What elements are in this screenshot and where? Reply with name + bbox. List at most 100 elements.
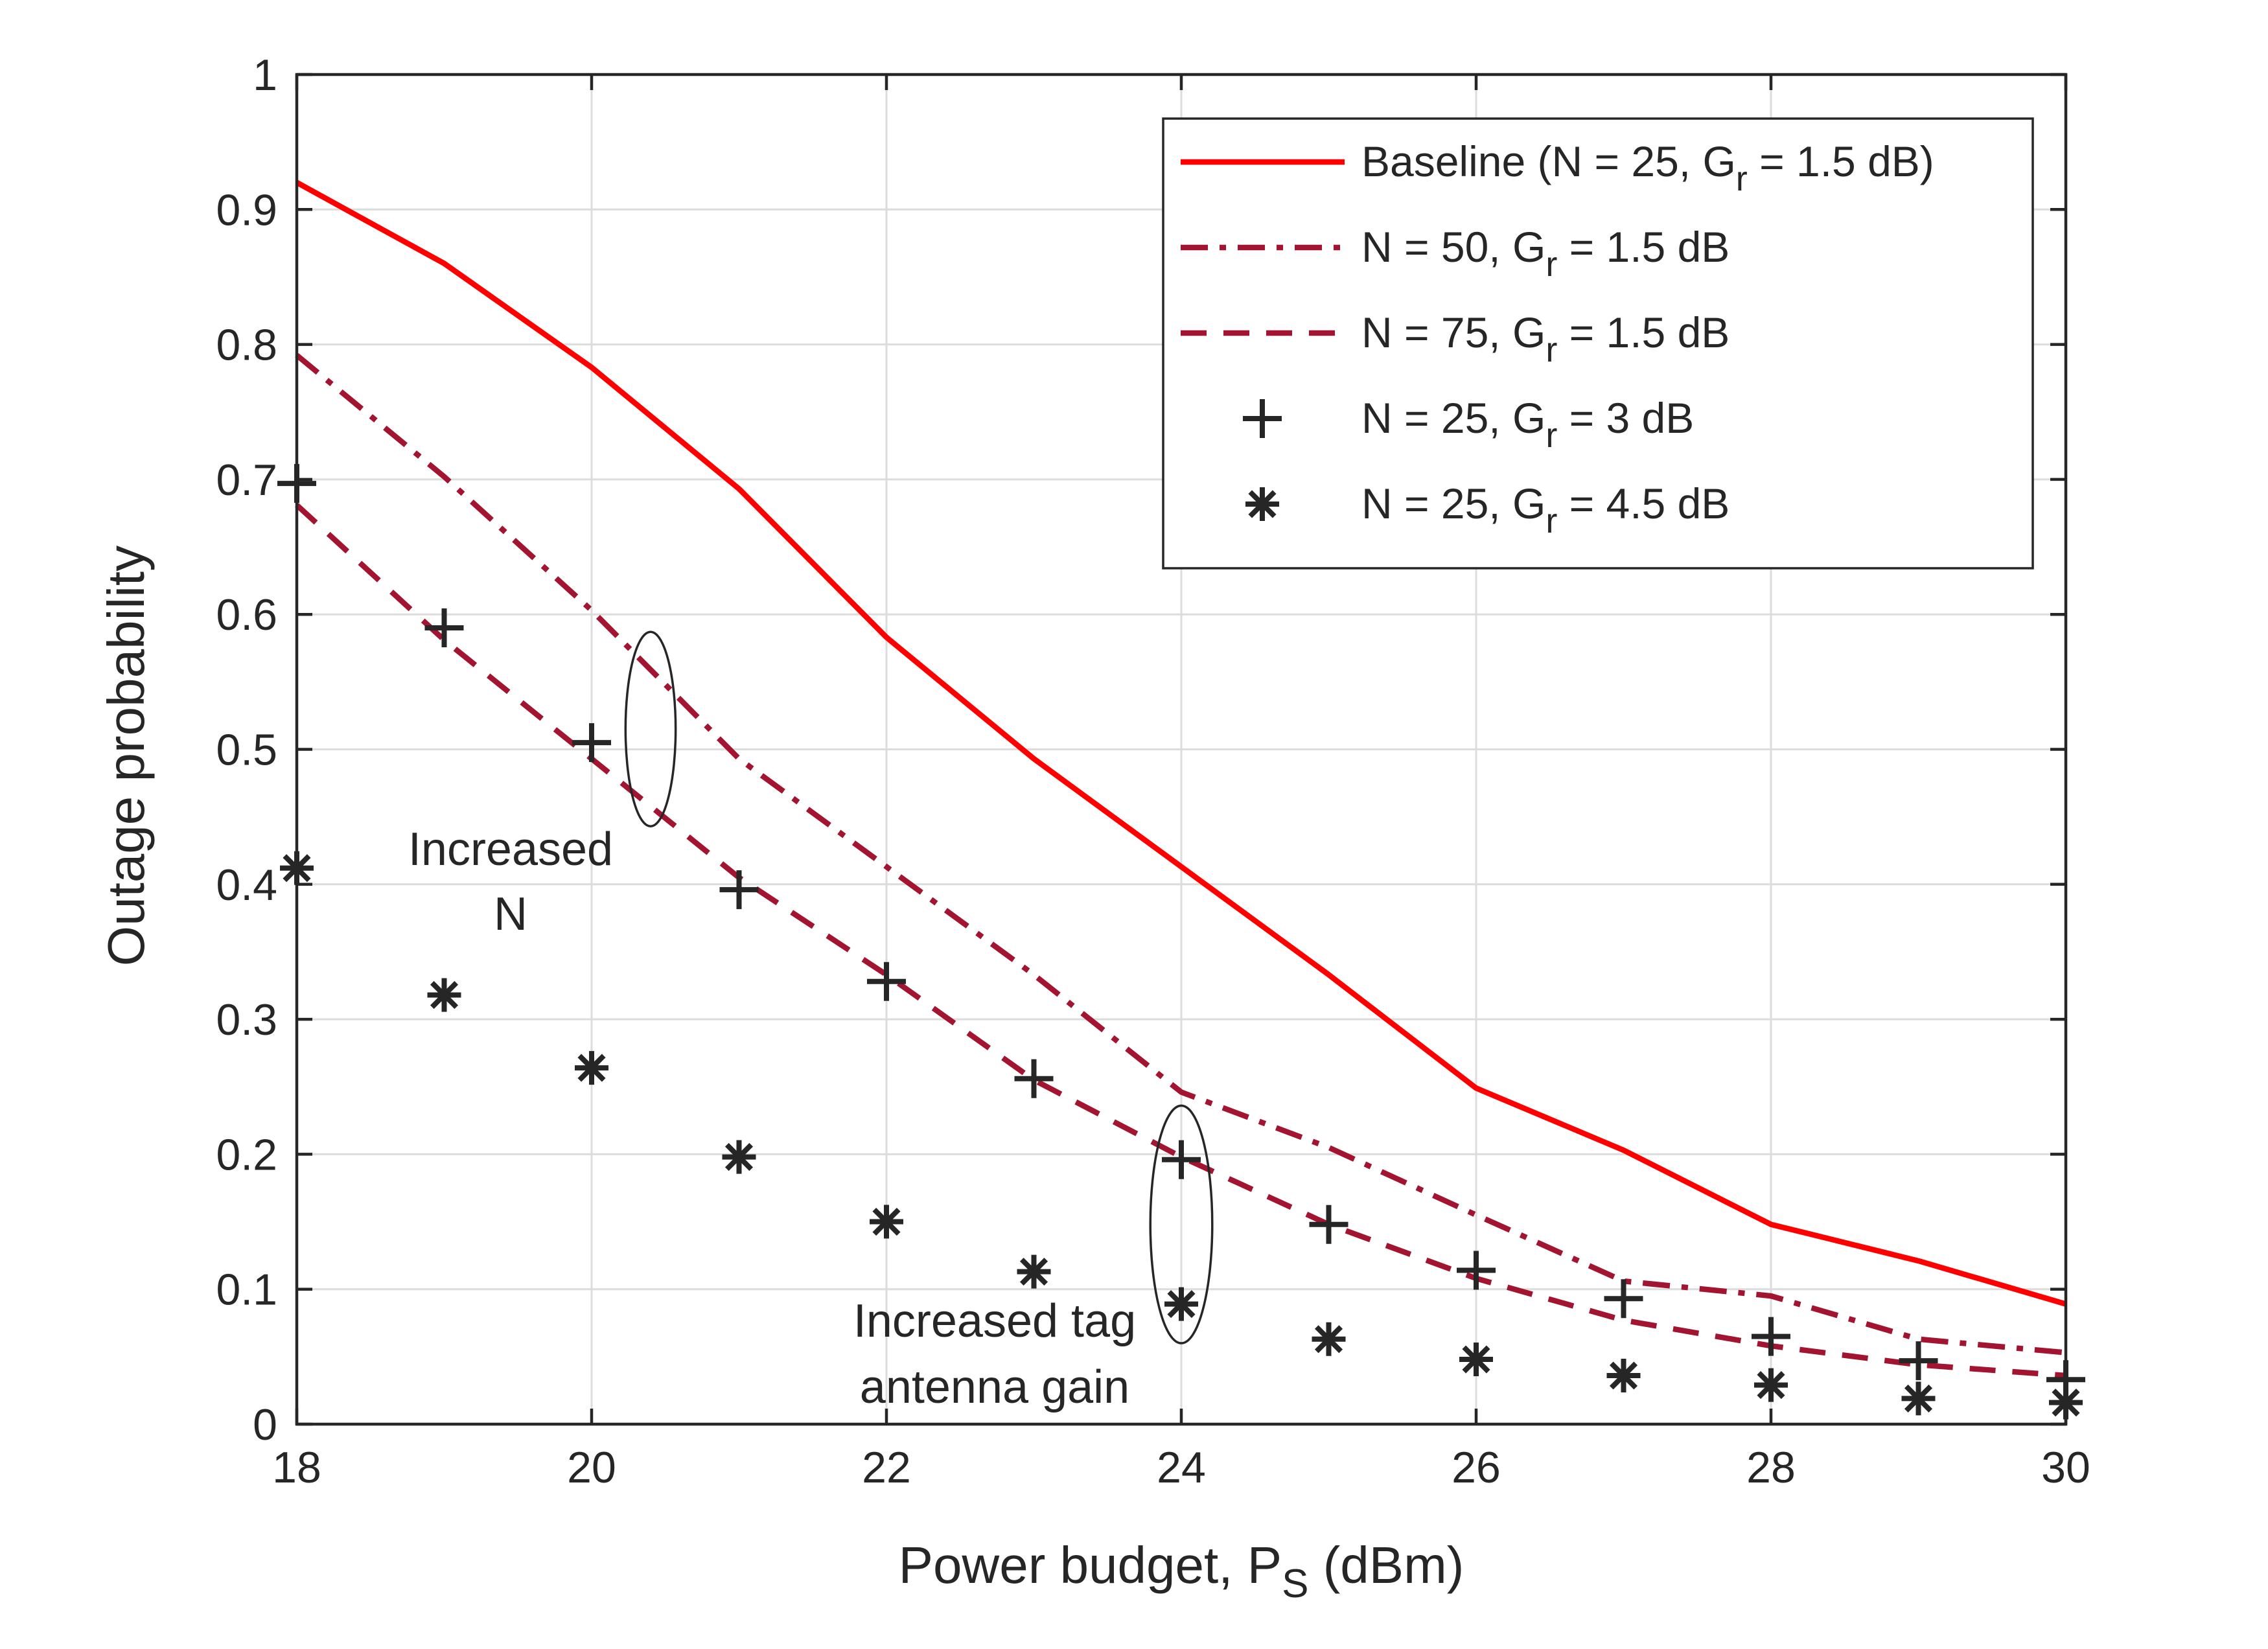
y-tick-label: 0.2 <box>216 1130 277 1179</box>
series-baseline <box>295 179 2067 1307</box>
data-point-g3 <box>1014 1059 1054 1098</box>
y-tick-label: 0.6 <box>216 590 277 640</box>
data-point-g45 <box>1459 1343 1493 1377</box>
data-point-g45 <box>870 1205 903 1239</box>
legend-label-tail: = 1.5 dB) <box>1748 137 1934 185</box>
series-n50 <box>295 352 2066 1355</box>
data-point-g3 <box>1162 1140 1201 1179</box>
legend-label-subscript: r <box>1545 416 1557 455</box>
annotation-line: N <box>494 888 527 940</box>
asterisk-arm <box>872 1208 901 1236</box>
legend-swatch-g3 <box>1243 399 1282 438</box>
data-point-g45 <box>575 1051 608 1085</box>
data-point-g45 <box>427 978 461 1012</box>
data-point-g45 <box>1017 1254 1051 1289</box>
data-point-g45 <box>1312 1322 1346 1356</box>
legend-label-main: N = 25, G <box>1361 394 1545 442</box>
asterisk-arm <box>577 1054 606 1082</box>
asterisk-arm <box>1019 1258 1048 1286</box>
x-axis-title: Power budget, PS (dBm) <box>899 1536 1464 1606</box>
x-tick-label: 28 <box>1746 1443 1796 1492</box>
x-axis-title-subscript: S <box>1282 1562 1308 1606</box>
legend-item-n75: N = 75, Gr = 1.5 dB <box>1181 308 1730 369</box>
asterisk-arm <box>1248 490 1277 518</box>
y-tick-label: 0.8 <box>216 321 277 370</box>
annotation-increased-n: Increased N <box>408 630 677 940</box>
legend-label-subscript: r <box>1545 245 1557 284</box>
legend-label-tail: = 1.5 dB <box>1557 223 1730 271</box>
data-point-g3 <box>719 870 759 910</box>
asterisk-arm <box>724 1143 754 1171</box>
series-line-baseline <box>295 179 2067 1307</box>
data-point-g3 <box>1604 1279 1643 1319</box>
x-tick-label: 24 <box>1157 1443 1206 1492</box>
annotation-increased-tag-gain: Increased tag antenna gain <box>853 1104 1214 1413</box>
asterisk-arm <box>1904 1384 1933 1413</box>
annotation-line: antenna gain <box>860 1361 1129 1413</box>
y-tick-label: 0.4 <box>216 860 277 910</box>
annotations: Increased N Increased tag antenna gain <box>408 630 1214 1413</box>
legend-label-g3: N = 25, Gr = 3 dB <box>1361 394 1694 455</box>
legend-label-n50: N = 50, Gr = 1.5 dB <box>1361 223 1730 284</box>
annotation-text: Increased tag antenna gain <box>853 1295 1136 1413</box>
y-tick-label: 0 <box>253 1400 277 1449</box>
axis-ticks: 18 20 22 24 26 28 30 0 0.1 0.2 0.3 0.4 0.5 0.6 0.7 0.8 0… <box>216 51 2090 1492</box>
data-point-g3 <box>1752 1317 1790 1356</box>
asterisk-arm <box>1314 1325 1343 1354</box>
legend-label-tail: = 3 dB <box>1557 394 1694 442</box>
x-axis-title-main: Power budget, P <box>899 1536 1282 1594</box>
x-tick-label: 30 <box>2041 1443 2090 1492</box>
y-tick-label: 0.7 <box>216 455 277 505</box>
data-point-g45 <box>722 1140 756 1174</box>
series-line-n50 <box>295 352 2066 1355</box>
annotation-line: Increased tag <box>853 1295 1136 1347</box>
annotation-ellipse <box>624 630 677 827</box>
annotation-ellipse <box>1149 1104 1214 1344</box>
y-tick-label: 0.9 <box>216 185 277 235</box>
x-axis-title-suffix: (dBm) <box>1308 1536 1464 1594</box>
data-point-g45 <box>1754 1368 1788 1402</box>
y-tick-label: 0.1 <box>216 1265 277 1315</box>
data-point-g3 <box>1309 1205 1348 1244</box>
y-tick-label: 1 <box>253 51 277 100</box>
data-point-g3 <box>1457 1251 1496 1290</box>
data-point-g45 <box>1606 1359 1641 1393</box>
legend-label-main: N = 50, G <box>1361 223 1545 271</box>
legend-label-main: Baseline (N = 25, G <box>1361 137 1736 185</box>
legend-label-subscript: r <box>1545 502 1557 540</box>
x-tick-label: 26 <box>1452 1443 1501 1492</box>
asterisk-arm <box>1609 1361 1638 1390</box>
legend: Baseline (N = 25, Gr = 1.5 dB)N = 50, Gr… <box>1162 117 2034 570</box>
legend-label-subscript: r <box>1736 159 1748 198</box>
data-point-g3 <box>1899 1341 1938 1381</box>
y-tick-label: 0.3 <box>216 995 277 1044</box>
annotation-text: Increased N <box>408 824 613 940</box>
legend-label-baseline: Baseline (N = 25, Gr = 1.5 dB) <box>1361 137 1934 198</box>
x-tick-label: 18 <box>272 1443 321 1492</box>
data-point-g45 <box>1901 1381 1936 1416</box>
legend-swatch-g45 <box>1245 487 1279 521</box>
legend-item-g45: N = 25, Gr = 4.5 dB <box>1245 479 1730 540</box>
annotation-line: Increased <box>408 824 613 875</box>
legend-label-g45: N = 25, Gr = 4.5 dB <box>1361 479 1730 540</box>
data-point-g45 <box>1164 1287 1198 1321</box>
data-point-g3 <box>424 608 464 648</box>
data-point-g3 <box>867 962 906 1001</box>
x-tick-label: 20 <box>567 1443 616 1492</box>
asterisk-arm <box>1462 1345 1490 1374</box>
y-tick-label: 0.5 <box>216 726 277 775</box>
x-tick-label: 22 <box>862 1443 911 1492</box>
data-point-g3 <box>572 723 611 763</box>
legend-item-n50: N = 50, Gr = 1.5 dB <box>1181 223 1730 284</box>
legend-label-main: N = 75, G <box>1361 308 1545 356</box>
series-layer <box>277 179 2085 1420</box>
legend-label-n75: N = 75, Gr = 1.5 dB <box>1361 308 1730 369</box>
asterisk-arm <box>1167 1290 1196 1319</box>
legend-item-g3: N = 25, Gr = 3 dB <box>1243 394 1694 455</box>
legend-label-main: N = 25, G <box>1361 479 1545 527</box>
legend-item-baseline: Baseline (N = 25, Gr = 1.5 dB) <box>1181 137 1934 198</box>
legend-label-subscript: r <box>1545 330 1557 369</box>
asterisk-arm <box>1757 1371 1785 1400</box>
